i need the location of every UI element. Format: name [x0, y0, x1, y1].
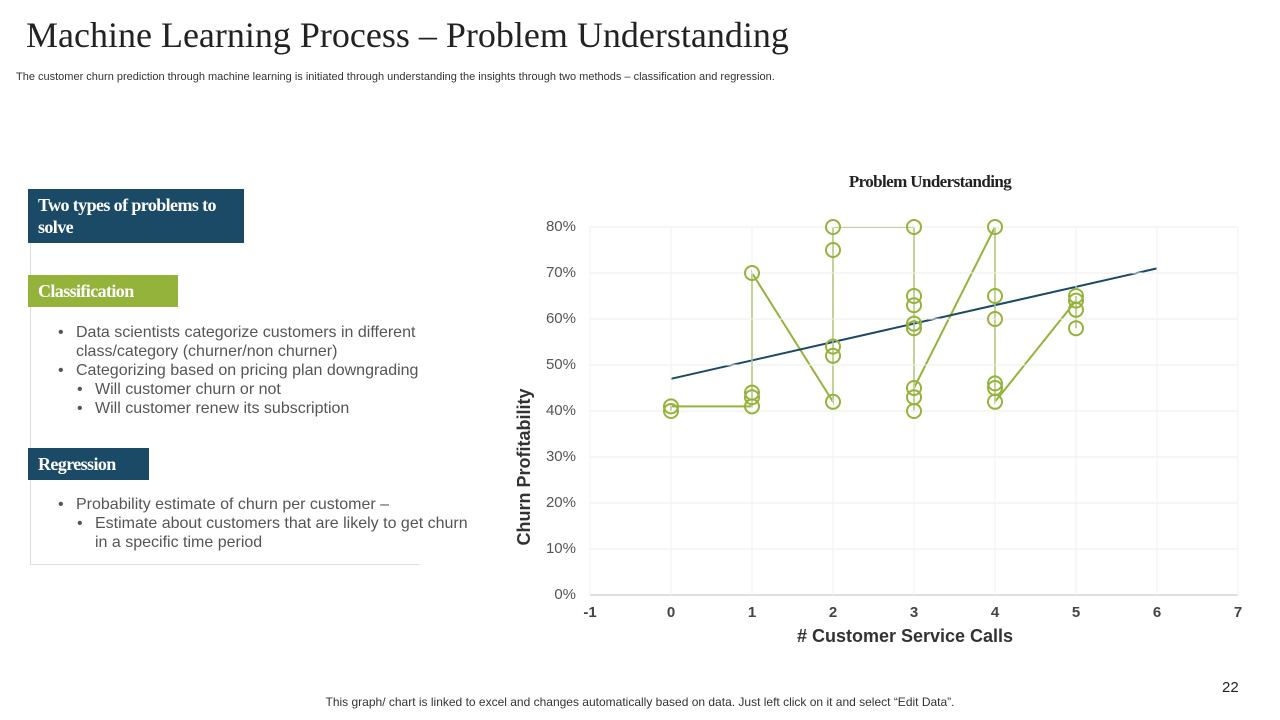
x-axis-label: # Customer Service Calls [797, 626, 1013, 646]
y-tick-label: 50% [546, 356, 576, 373]
x-tick-label: 2 [829, 604, 837, 621]
y-tick-label: 30% [546, 448, 576, 465]
y-axis-label: Churn Profitability [514, 389, 534, 546]
bullet: Will customer renew its subscription [30, 399, 430, 418]
chart-title: Problem Understanding [849, 172, 1012, 191]
panel-heading: Two types of problems to solve [28, 189, 244, 243]
data-point [906, 219, 922, 235]
data-point [825, 338, 841, 355]
footnote: This graph/ chart is linked to excel and… [325, 695, 955, 709]
x-tick-label: 5 [1072, 604, 1080, 621]
data-point [825, 219, 841, 235]
data-point [906, 288, 922, 304]
data-point [987, 393, 1003, 410]
x-tick-label: 3 [910, 604, 918, 621]
data-point [987, 288, 1003, 304]
page-number: 22 [1222, 679, 1239, 696]
y-tick-label: 10% [546, 540, 576, 557]
bullet: Estimate about customers that are likely… [30, 514, 470, 552]
data-point [825, 393, 841, 410]
y-tick-label: 0% [554, 586, 576, 603]
data-point [906, 320, 922, 337]
y-tick-label: 80% [546, 218, 576, 235]
data-point [987, 219, 1003, 235]
data-point [744, 265, 760, 281]
data-point [1068, 301, 1084, 318]
data-point [1068, 320, 1084, 337]
y-tick-label: 40% [546, 402, 576, 419]
data-point [825, 347, 841, 364]
section-label: Classification [28, 275, 178, 307]
y-tick-label: 60% [546, 310, 576, 327]
bullet-list: Data scientists categorize customers in … [30, 323, 430, 418]
data-point [663, 398, 679, 415]
slide-subtitle: The customer churn prediction through ma… [16, 71, 775, 83]
y-tick-label: 70% [546, 264, 576, 281]
bullet: Categorizing based on pricing plan downg… [30, 361, 430, 380]
slide-title: Machine Learning Process – Problem Under… [26, 15, 789, 55]
data-point [825, 242, 841, 258]
data-point [906, 380, 922, 396]
x-tick-label: 6 [1153, 604, 1161, 621]
data-point [987, 311, 1003, 327]
data-point [906, 315, 922, 332]
x-tick-label: 0 [667, 604, 675, 621]
data-point [663, 403, 679, 419]
data-point [906, 389, 922, 406]
data-point [906, 297, 922, 314]
bullet-list: Probability estimate of churn per custom… [30, 495, 470, 552]
data-point [744, 389, 760, 406]
x-tick-label: 4 [991, 604, 1000, 621]
data-point [987, 375, 1003, 392]
x-tick-label: 1 [748, 604, 756, 621]
data-point [744, 384, 760, 401]
bullet: Will customer churn or not [30, 380, 430, 399]
x-tick-label: -1 [583, 604, 596, 621]
y-tick-label: 20% [546, 494, 576, 511]
bullet: Data scientists categorize customers in … [30, 323, 430, 361]
section-label: Regression [28, 448, 149, 480]
data-point [1068, 292, 1084, 309]
bullet: Probability estimate of churn per custom… [30, 495, 470, 514]
x-tick-label: 7 [1234, 604, 1242, 621]
